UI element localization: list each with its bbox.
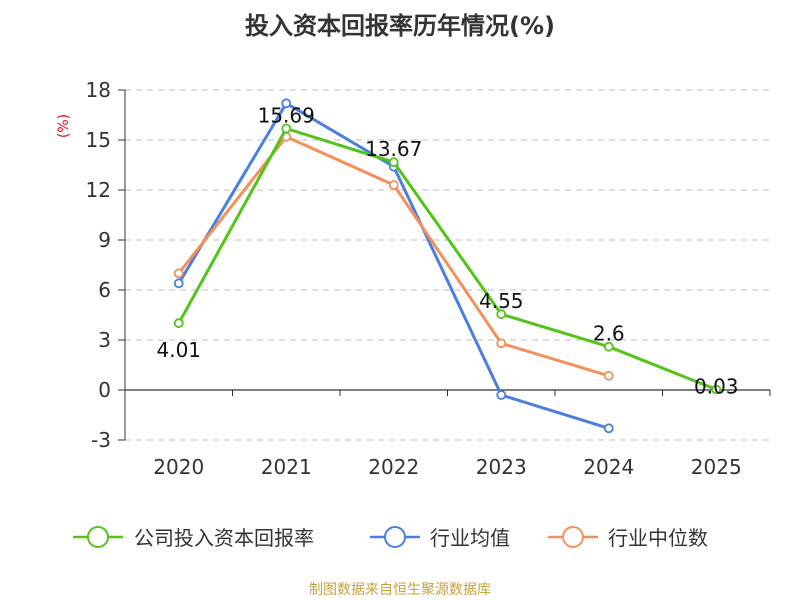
y-tick-label: 12 [86,178,111,202]
legend-marker [384,526,406,548]
data-point [281,123,292,134]
legend-label: 公司投入资本回报率 [134,526,314,550]
x-tick-label: 2023 [476,455,527,479]
y-axis-label: (%) [56,114,72,138]
y-tick-label: 15 [86,128,111,152]
legend-marker [87,526,109,548]
x-tick-label: 2020 [153,455,204,479]
source-note: 制图数据来自恒生聚源数据库 [309,582,491,598]
y-tick-label: -3 [91,428,111,452]
data-label: 0.03 [694,375,739,399]
x-tick-label: 2022 [368,455,419,479]
y-tick-label: 6 [98,278,111,302]
data-point [496,338,507,349]
data-label: 13.67 [365,137,422,161]
data-point [603,341,614,352]
y-tick-label: 9 [98,228,111,252]
legend: 公司投入资本回报率 行业均值 行业中位数 [73,526,708,550]
data-point [388,157,399,168]
x-tick-label: 2021 [261,455,312,479]
legend-item[interactable]: 行业中位数 [548,526,708,550]
data-label: 15.69 [258,104,315,128]
chart-title: 投入资本回报率历年情况(%) [245,12,555,40]
data-point [496,390,507,400]
data-point [281,98,292,109]
data-labels: 4.01 15.69 13.67 4.55 2.6 0.03 [156,104,738,399]
y-tick-label: 3 [98,328,111,352]
axes: -3 0 3 6 9 12 15 18 2020 2021 2022 2023 2024 2025 [86,78,771,479]
y-tick-label: 18 [86,78,111,102]
series-line [177,127,717,391]
data-point [603,370,614,381]
data-label: 4.01 [156,338,201,362]
legend-marker [562,526,584,548]
data-point [496,309,507,320]
y-tick-label: 0 [98,378,111,402]
legend-item[interactable]: 公司投入资本回报率 [73,526,314,550]
legend-label: 行业中位数 [608,526,708,550]
series-lines [173,98,722,434]
x-tick-label: 2025 [691,455,742,479]
data-label: 4.55 [479,289,524,313]
legend-item[interactable]: 行业均值 [370,526,510,550]
data-point [603,423,614,434]
data-point [711,384,722,395]
data-label: 2.6 [593,322,625,346]
x-tick-label: 2024 [583,455,634,479]
data-point [173,278,184,289]
data-point [173,268,184,279]
legend-label: 行业均值 [430,526,510,550]
data-point [173,318,184,329]
data-point [388,180,399,190]
